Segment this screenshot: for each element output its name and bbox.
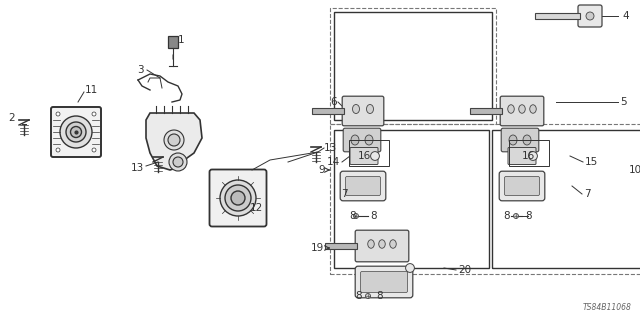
Text: 8: 8 (525, 211, 532, 221)
Text: 8: 8 (349, 211, 356, 221)
Circle shape (164, 130, 184, 150)
Text: 4: 4 (622, 11, 628, 21)
Text: 7: 7 (341, 189, 348, 199)
FancyBboxPatch shape (504, 177, 540, 196)
Text: 19: 19 (311, 243, 324, 253)
Polygon shape (325, 243, 357, 249)
Polygon shape (535, 13, 580, 19)
Text: 5: 5 (620, 97, 627, 107)
Ellipse shape (365, 135, 373, 145)
Circle shape (371, 152, 380, 160)
FancyBboxPatch shape (168, 36, 178, 48)
Text: 14: 14 (327, 157, 340, 167)
Ellipse shape (353, 105, 360, 114)
Circle shape (529, 152, 538, 160)
FancyBboxPatch shape (51, 107, 101, 157)
Circle shape (56, 148, 60, 152)
Circle shape (513, 213, 518, 219)
Ellipse shape (390, 240, 396, 248)
FancyBboxPatch shape (355, 266, 413, 298)
Text: 7: 7 (584, 189, 591, 199)
Text: 2: 2 (8, 113, 15, 123)
FancyBboxPatch shape (342, 96, 384, 126)
Bar (334, 130, 489, 268)
FancyBboxPatch shape (346, 177, 381, 196)
FancyBboxPatch shape (340, 171, 386, 201)
Circle shape (220, 180, 256, 216)
Text: 12: 12 (250, 203, 263, 213)
Ellipse shape (379, 240, 385, 248)
Circle shape (92, 112, 96, 116)
Bar (509, 140, 549, 166)
Text: 9: 9 (318, 165, 325, 175)
Text: 16: 16 (522, 151, 535, 161)
Bar (330, 124, 640, 274)
FancyBboxPatch shape (501, 128, 539, 152)
Circle shape (406, 264, 415, 272)
Circle shape (70, 126, 81, 138)
Text: 15: 15 (585, 157, 598, 167)
Text: 16: 16 (358, 151, 371, 161)
Bar (334, 12, 492, 120)
Ellipse shape (523, 135, 531, 145)
Circle shape (66, 122, 86, 142)
Bar (349, 140, 389, 166)
Circle shape (169, 153, 187, 171)
Text: 11: 11 (85, 85, 99, 95)
Ellipse shape (530, 105, 536, 113)
Ellipse shape (519, 105, 525, 113)
Text: 6: 6 (330, 97, 337, 107)
Polygon shape (470, 108, 502, 114)
Polygon shape (146, 113, 202, 170)
Text: 10: 10 (629, 165, 640, 175)
Text: TS84B11068: TS84B11068 (583, 303, 632, 312)
Text: 8: 8 (370, 211, 376, 221)
Ellipse shape (508, 105, 515, 113)
Ellipse shape (509, 135, 517, 145)
Circle shape (586, 12, 594, 20)
Circle shape (225, 185, 251, 211)
Bar (330, 8, 496, 124)
FancyBboxPatch shape (350, 148, 378, 164)
FancyBboxPatch shape (360, 271, 408, 292)
Ellipse shape (368, 240, 374, 248)
Circle shape (353, 213, 358, 219)
Text: 13: 13 (324, 143, 337, 153)
Circle shape (173, 157, 183, 167)
Text: 8: 8 (504, 211, 510, 221)
Text: 20: 20 (458, 265, 471, 275)
FancyBboxPatch shape (499, 171, 545, 201)
FancyBboxPatch shape (500, 96, 544, 126)
FancyBboxPatch shape (508, 148, 536, 164)
Text: 8: 8 (376, 291, 383, 301)
Text: 3: 3 (138, 65, 144, 75)
Text: 13: 13 (131, 163, 144, 173)
Ellipse shape (367, 105, 374, 114)
Circle shape (231, 191, 245, 205)
Circle shape (60, 116, 92, 148)
Text: 8: 8 (355, 291, 362, 301)
FancyBboxPatch shape (343, 128, 381, 152)
FancyBboxPatch shape (578, 5, 602, 27)
Bar (492, 130, 640, 268)
Ellipse shape (351, 135, 359, 145)
Circle shape (92, 148, 96, 152)
FancyBboxPatch shape (209, 170, 266, 227)
Polygon shape (312, 108, 344, 114)
Circle shape (56, 112, 60, 116)
Circle shape (365, 293, 371, 299)
Text: 1: 1 (178, 35, 184, 45)
FancyBboxPatch shape (355, 230, 409, 262)
Circle shape (168, 134, 180, 146)
